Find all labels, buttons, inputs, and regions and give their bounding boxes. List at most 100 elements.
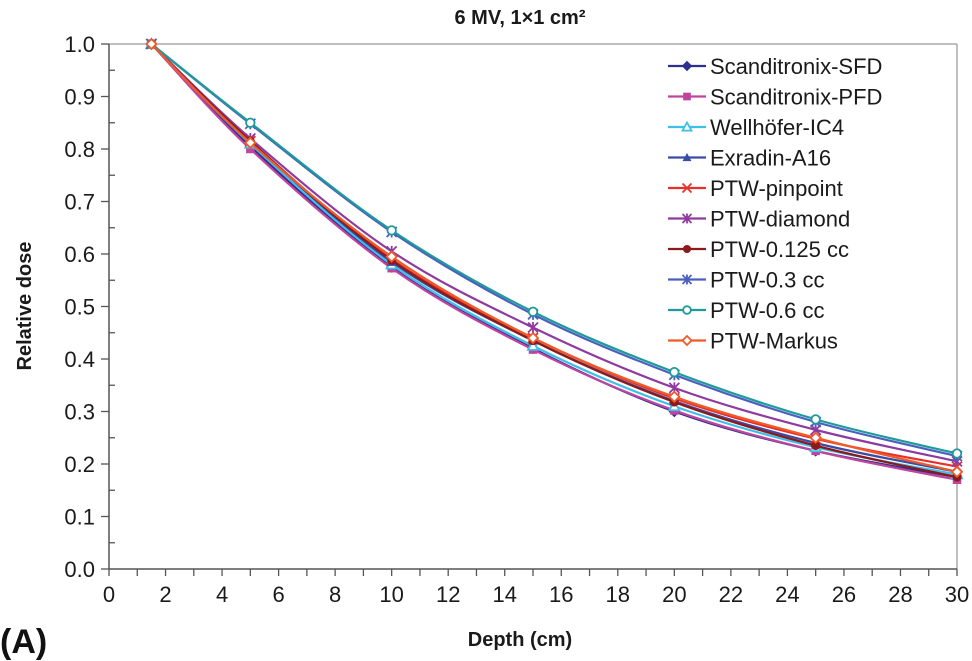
marker-x (681, 182, 693, 194)
legend-label: Scanditronix-SFD (710, 54, 882, 79)
circle-marker (811, 441, 821, 451)
marker-star (527, 321, 539, 334)
diamond-marker (145, 37, 158, 51)
legend-item: PTW-Markus (668, 329, 838, 354)
axes: 0 2 4 6 8 10 12 14 16 18 20 22 24 26 28 300.00.10.20.30… (64, 32, 969, 607)
diamond-marker (385, 250, 398, 263)
x-tick-label: 10 (379, 582, 403, 607)
y-tick-label: 0.5 (64, 295, 95, 320)
marker-star (681, 213, 693, 224)
diamond-marker (526, 331, 540, 345)
x-tick-label: 8 (329, 582, 341, 607)
diamond-marker (809, 431, 822, 445)
diamond-marker (681, 334, 693, 347)
series-ptw-markus (145, 37, 964, 479)
legend-item: PTW-0.6 cc (668, 298, 825, 323)
legend-item: Scanditronix-PFD (668, 85, 882, 110)
x-tick-label: 18 (606, 582, 630, 607)
circle-marker (682, 244, 692, 254)
y-tick-label: 0.4 (64, 347, 95, 372)
marker-diamond-open (668, 390, 681, 404)
chart-title: 6 MV, 1×1 cm² (454, 7, 585, 29)
legend-label: PTW-pinpoint (710, 176, 843, 201)
marker-diamond-open (681, 334, 693, 347)
y-tick-label: 0.6 (64, 242, 95, 267)
marker-triangle-filled (682, 153, 692, 162)
y-tick-label: 0.8 (64, 137, 95, 162)
marker-circle-open (386, 225, 397, 236)
legend: Scanditronix-SFD Scanditronix-PFD Wellhöfe… (668, 54, 882, 354)
x-tick-label: 0 (103, 582, 115, 607)
circle-marker (386, 225, 397, 236)
marker-star (681, 274, 693, 285)
marker-diamond-open (244, 136, 257, 149)
legend-item: PTW-diamond (668, 207, 850, 232)
legend-label: PTW-diamond (710, 207, 850, 232)
marker-circle-open (951, 448, 963, 459)
x-tick-label: 20 (662, 582, 686, 607)
circle-marker (669, 366, 680, 378)
circle-marker (245, 117, 256, 128)
legend-item: PTW-0.125 cc (668, 237, 849, 262)
marker-circle-open (810, 414, 821, 425)
y-tick-label: 0.2 (64, 452, 95, 477)
triangle-marker (682, 153, 692, 162)
circle-marker (682, 305, 692, 315)
marker-square-filled (683, 92, 691, 101)
square-marker (246, 144, 255, 154)
circle-marker (527, 306, 539, 317)
legend-item: Scanditronix-SFD (668, 54, 882, 79)
marker-diamond-open (809, 431, 822, 445)
x-tick-label: 6 (272, 582, 284, 607)
legend-item: PTW-0.3 cc (668, 268, 825, 293)
y-axis-title: Relative dose (14, 242, 36, 371)
x-tick-label: 14 (492, 582, 516, 607)
marker-diamond-open (385, 250, 398, 263)
legend-label: PTW-0.125 cc (710, 237, 849, 262)
triangle-marker (526, 339, 540, 351)
circle-marker (810, 414, 821, 425)
panel-label: (A) (0, 623, 47, 661)
marker-circle-open (669, 366, 680, 378)
series-layer (144, 37, 964, 484)
x-tick-label: 30 (945, 582, 969, 607)
y-tick-label: 0.9 (64, 85, 95, 110)
diamond-marker (950, 465, 964, 479)
legend-item: Exradin-A16 (668, 146, 831, 171)
y-tick-label: 0.7 (64, 190, 95, 215)
y-tick-label: 0.1 (64, 505, 95, 530)
legend-item: PTW-pinpoint (668, 176, 843, 201)
x-tick-label: 28 (888, 582, 912, 607)
square-marker (683, 92, 691, 101)
diamond-marker (668, 390, 681, 404)
marker-circle-filled (811, 441, 821, 451)
legend-label: PTW-Markus (710, 329, 838, 354)
x-tick-label: 22 (719, 582, 743, 607)
x-tick-label: 24 (775, 582, 799, 607)
legend-label: PTW-0.6 cc (710, 298, 825, 323)
legend-label: Scanditronix-PFD (710, 85, 882, 110)
x-tick-label: 16 (549, 582, 573, 607)
x-tick-label: 12 (436, 582, 460, 607)
x-axis-title: Depth (cm) (468, 629, 572, 651)
legend-label: Wellhöfer-IC4 (710, 115, 844, 140)
diamond-marker (244, 136, 257, 149)
x-marker-stroke (681, 182, 693, 194)
y-tick-label: 1.0 (64, 32, 95, 57)
x-tick-label: 2 (159, 582, 171, 607)
marker-circle-filled (682, 244, 692, 254)
triangle-marker (680, 120, 694, 132)
marker-diamond-open (145, 37, 158, 51)
circle-marker (951, 448, 963, 459)
legend-item: Wellhöfer-IC4 (668, 115, 844, 140)
marker-circle-open (527, 306, 539, 317)
x-tick-label: 4 (216, 582, 228, 607)
legend-label: PTW-0.3 cc (710, 268, 825, 293)
y-tick-label: 0.0 (64, 557, 95, 582)
x-tick-label: 26 (832, 582, 856, 607)
marker-circle-open (682, 305, 692, 315)
marker-circle-open (245, 117, 256, 128)
marker-diamond-filled (681, 60, 693, 72)
marker-triangle-open (526, 339, 540, 351)
